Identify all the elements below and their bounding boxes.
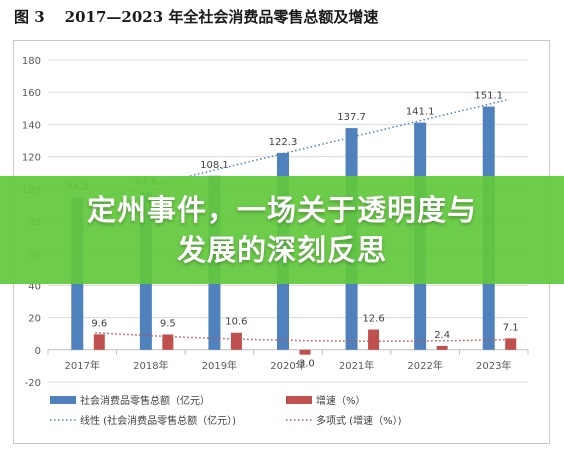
bar-growth [505,338,517,350]
bar-growth [162,334,174,350]
x-tick-label: 2021年 [339,359,374,372]
data-label-growth: 9.5 [160,319,176,330]
y-tick-label: 40 [28,281,41,292]
y-tick-label: 180 [22,56,41,67]
legend-label-poly: 多项式 (增速（%）) [316,414,402,427]
data-label-growth: 12.6 [362,314,384,325]
banner-line-1: 定州事件，一场关于透明度与 [86,193,477,227]
y-tick-label: 20 [28,314,41,325]
trendline-polynomial [95,331,507,342]
data-label-growth: 9.6 [91,318,107,329]
data-label-growth: 2.4 [434,330,450,341]
x-tick-label: 2019年 [202,359,237,372]
x-tick-label: 2017年 [65,359,100,372]
x-tick-label: 2022年 [407,359,442,372]
data-label-total: 108.1 [200,160,229,171]
data-label-growth: 7.1 [503,322,519,333]
banner-line-2: 发展的深刻反思 [176,233,387,267]
x-tick-label: 2023年 [476,359,511,372]
figure-label: 图 3 [14,8,45,26]
legend-label-growth: 增速（%） [316,394,366,407]
bar-growth [299,349,311,355]
y-tick-label: 140 [22,120,41,131]
data-label-total: 122.3 [269,137,298,148]
bar-growth [93,334,105,350]
legend-label-total: 社会消费品零售总额（亿元） [80,394,210,407]
legend-swatch-growth [286,396,312,404]
y-tick-label: 160 [22,88,41,99]
overlay-banner: 定州事件，一场关于透明度与 发展的深刻反思 [0,176,564,284]
data-label-total: 141.1 [406,107,435,118]
x-tick-label: 2020年 [270,359,305,372]
data-label-growth: -3.0 [295,359,315,370]
data-label-total: 137.7 [337,112,366,123]
data-label-growth: 10.6 [225,317,247,328]
legend-label-linear: 线性 (社会消费品零售总额（亿元）) [80,414,236,427]
bar-growth [436,345,448,350]
data-label-total: 151.1 [474,91,503,102]
y-tick-label: 120 [22,153,41,164]
bar-growth [368,329,380,350]
legend-swatch-total [50,396,76,404]
figure-title-text: 2017—2023 年全社会消费品零售总额及增速 [64,8,379,26]
figure-title: 图 3 2017—2023 年全社会消费品零售总额及增速 [14,6,378,27]
x-tick-label: 2018年 [133,359,168,372]
y-tick-label: 0 [35,346,41,357]
y-tick-label: -20 [25,378,41,389]
bar-growth [230,332,242,350]
